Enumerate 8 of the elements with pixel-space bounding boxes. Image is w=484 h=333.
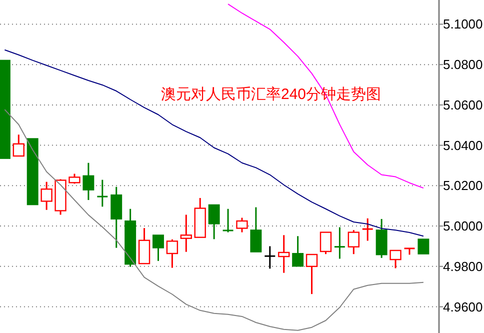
- ytick-label: 5.0600: [443, 97, 483, 112]
- ytick-label: 5.0800: [443, 57, 483, 72]
- ytick-label: 5.0400: [443, 138, 483, 153]
- ytick-label: 4.9600: [443, 299, 483, 314]
- ytick-label: 4.9800: [443, 258, 483, 274]
- ytick-label: 5.0000: [443, 218, 483, 234]
- ytick-label: 5.1000: [443, 16, 483, 32]
- ytick-label: 5.0200: [443, 178, 483, 194]
